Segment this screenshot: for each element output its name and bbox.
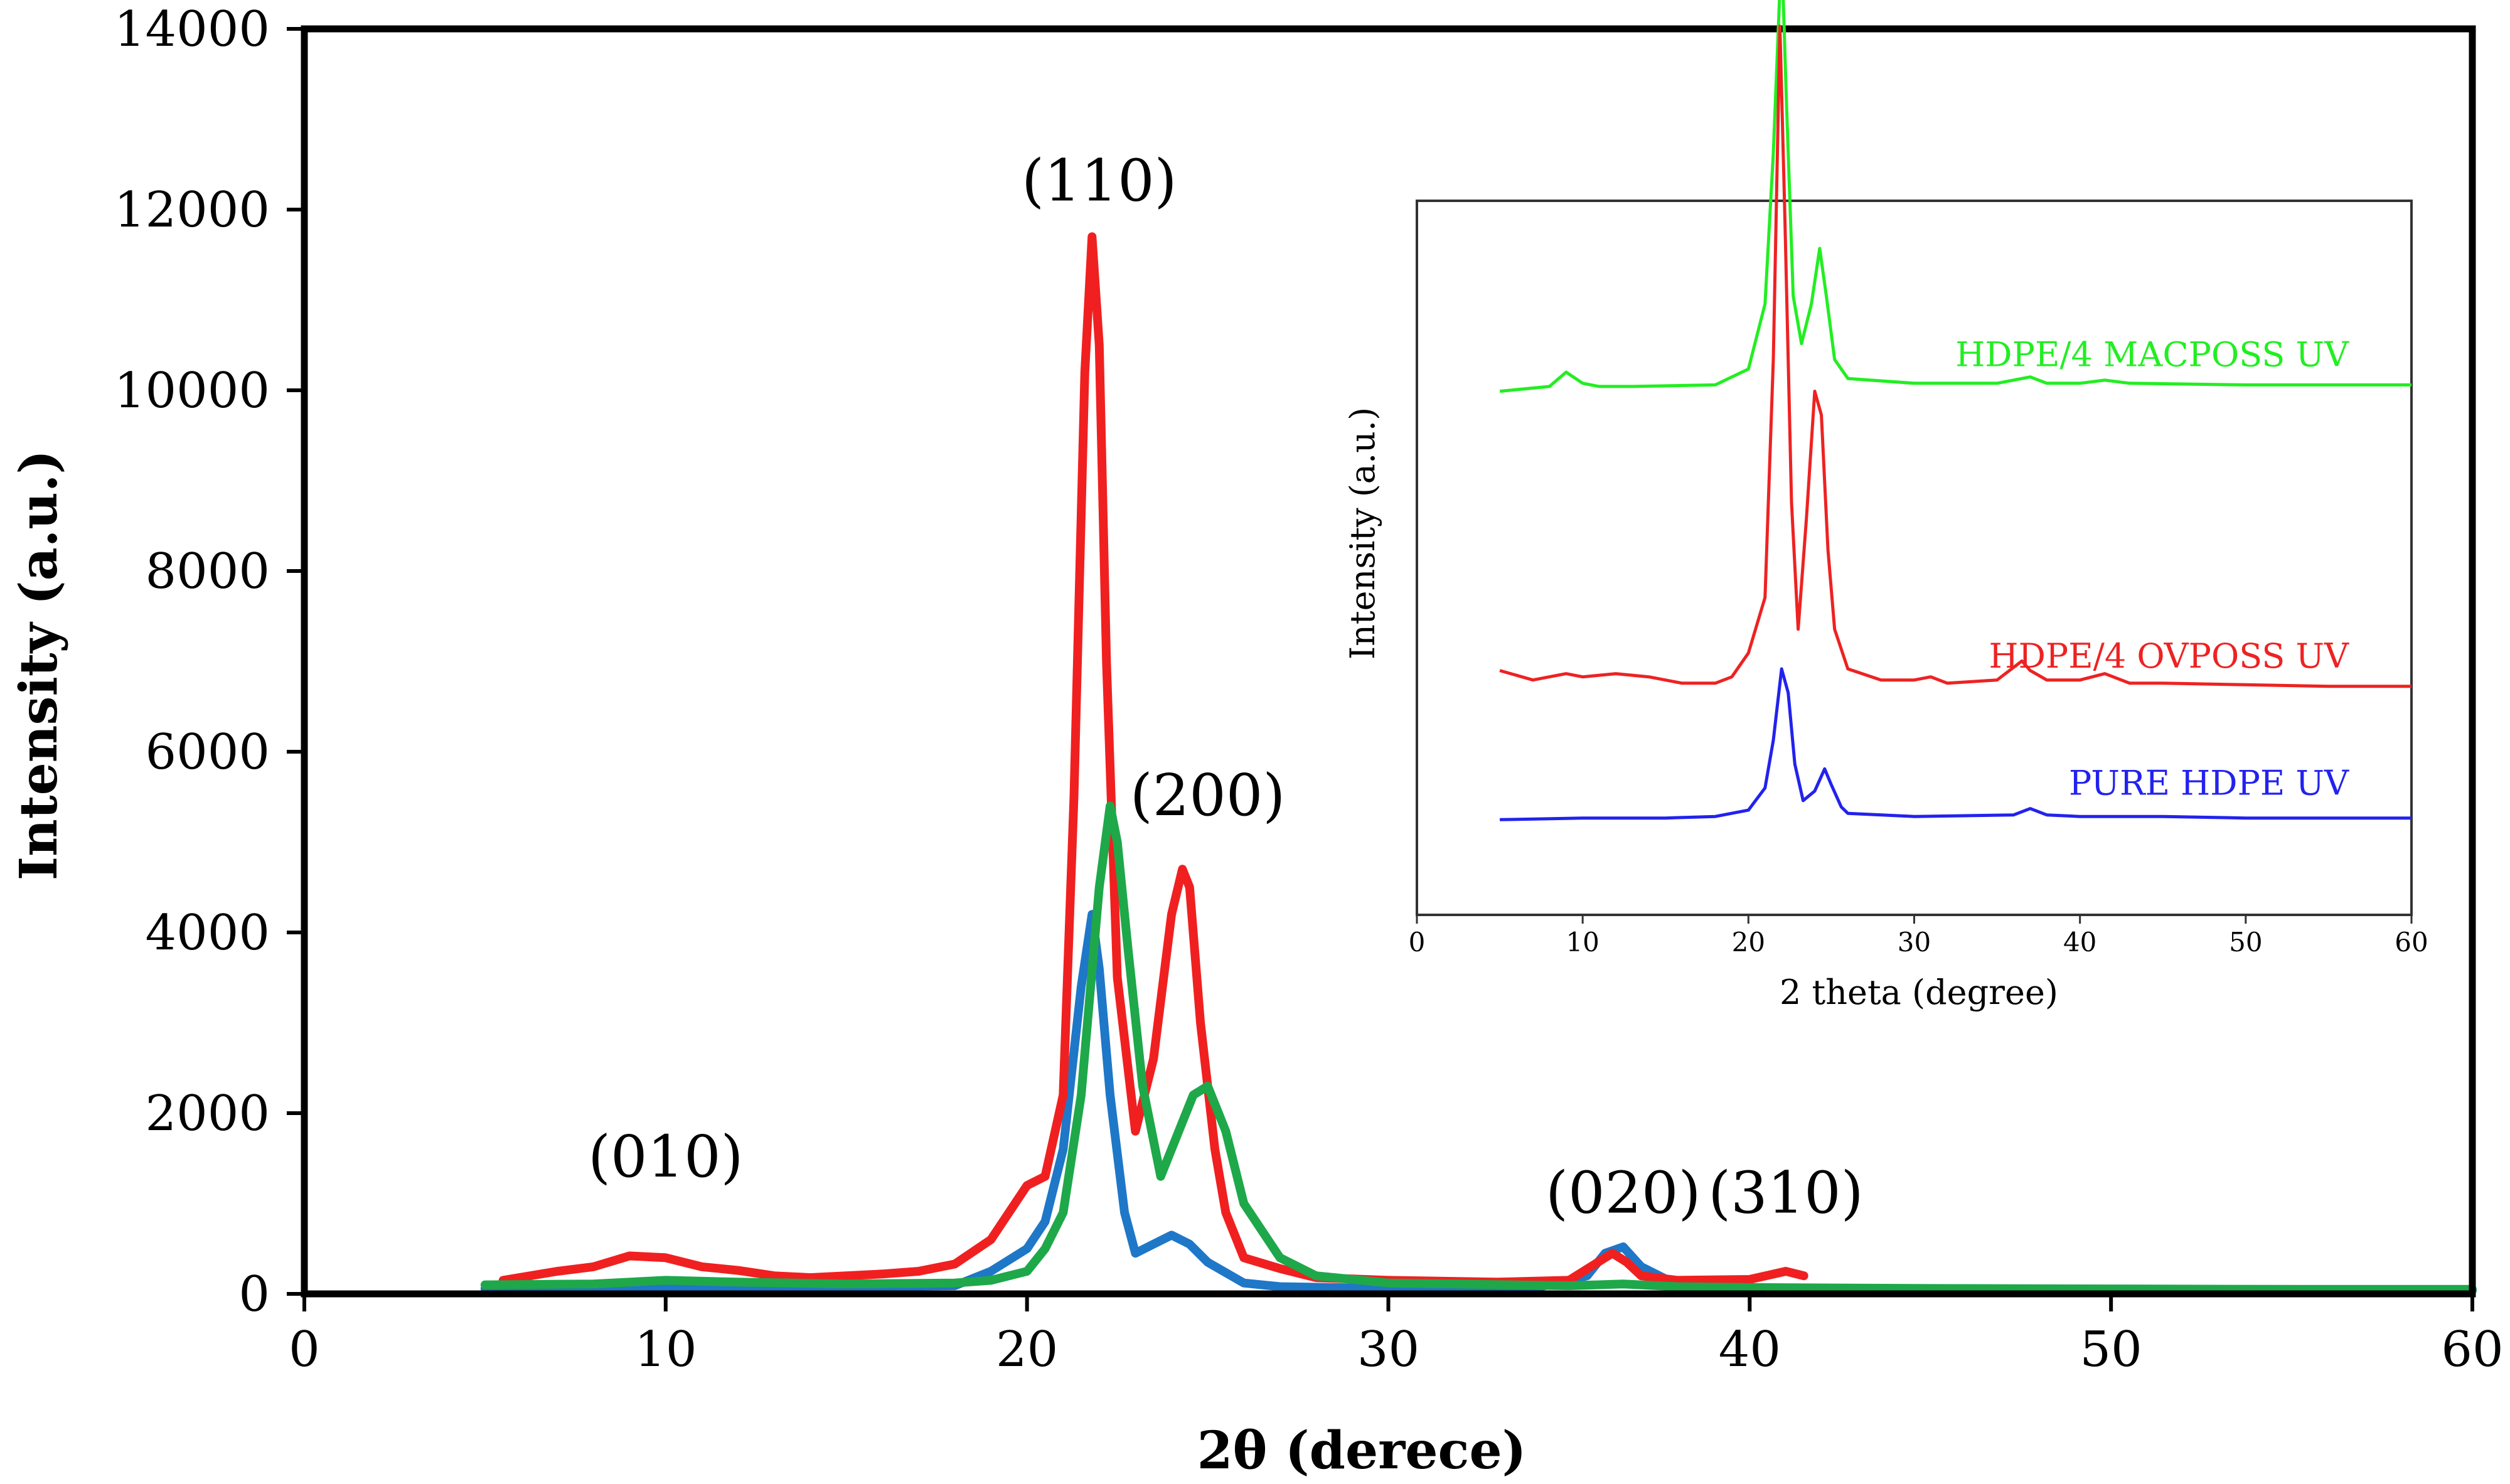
inset-label-pure-hdpe-uv: PURE HDPE UV (2069, 763, 2349, 803)
x-tick-label: 40 (1719, 1321, 1781, 1378)
inset-x-tick-label: 10 (1566, 927, 1599, 958)
inset-x-tick-label: 30 (1898, 927, 1931, 958)
inset-tick-labels: 0 10 20 30 40 50 60 (1409, 927, 2428, 958)
peak-label-020: (020) (1546, 1159, 1701, 1226)
y-tick-label: 8000 (145, 543, 270, 600)
y-tick-label: 4000 (145, 905, 270, 961)
inset-series-line-pure-hdpe-uv (1500, 667, 2411, 821)
series-line-hdpe-4-macposs-uv (480, 801, 2477, 1294)
inset-y-axis-title: Intensity (a.u.) (1343, 407, 1382, 659)
main-series-group (480, 232, 2477, 1295)
y-tick-label: 12000 (114, 182, 270, 238)
peak-label-310: (310) (1708, 1159, 1863, 1226)
peak-label-010: (010) (588, 1123, 743, 1190)
x-tick-label: 60 (2441, 1321, 2503, 1378)
inset-label-hdpe-4-macposs-uv: HDPE/4 MACPOSS UV (1955, 334, 2349, 374)
peak-label-200: (200) (1130, 762, 1285, 829)
inset-x-tick-label: 40 (2063, 927, 2096, 958)
inset-frame (1416, 200, 2413, 916)
y-tick-label: 10000 (114, 363, 270, 419)
series-line-hdpe-4-ovposs-uv (498, 232, 1808, 1287)
inset-x-tick-label: 0 (1409, 927, 1426, 958)
x-axis-title: 2θ (derece) (1197, 1421, 1527, 1481)
peak-annotations: (010) (110) (200) (020) (310) (588, 147, 1863, 1227)
inset-axis-ticks (1416, 915, 2413, 924)
series-line-pure-hdpe-uv (480, 910, 2477, 1295)
inset-x-axis-title: 2 theta (degree) (1780, 973, 2058, 1012)
inset-x-tick-label: 20 (1732, 927, 1765, 958)
y-tick-label: 14000 (114, 1, 270, 58)
inset-label-hdpe-4-ovposs-uv: HDPE/4 OVPOSS UV (1989, 636, 2349, 676)
x-tick-label: 30 (1357, 1321, 1419, 1378)
main-plot-frame (301, 25, 2476, 1298)
x-tick-label: 50 (2080, 1321, 2142, 1378)
inset-series-line-hdpe-4-ovposs-uv (1499, 24, 2411, 688)
inset-series-labels: HDPE/4 MACPOSS UV HDPE/4 OVPOSS UV PURE HD… (1955, 334, 2349, 803)
x-tick-label: 0 (289, 1321, 320, 1378)
x-tick-label: 10 (634, 1321, 697, 1378)
inset-series-line-hdpe-4-macposs-uv (1499, 0, 2411, 393)
main-tick-labels: 0 10 20 30 40 50 60 0 2000 4000 6000 8000 10000 12000… (114, 1, 2504, 1378)
inset-x-tick-label: 60 (2395, 927, 2428, 958)
inset-chart: 0 10 20 30 40 50 60 HDPE/4 MACPOSS UV HDPE/4 OV… (1343, 0, 2428, 1012)
x-tick-label: 20 (996, 1321, 1058, 1378)
inset-x-tick-label: 50 (2229, 927, 2262, 958)
peak-label-110: (110) (1022, 147, 1177, 215)
y-tick-label: 0 (238, 1266, 270, 1323)
y-tick-label: 2000 (145, 1086, 270, 1142)
inset-series-group (1499, 0, 2411, 821)
y-tick-label: 6000 (145, 724, 270, 781)
y-axis-title: Intensity (a.u.) (9, 450, 69, 880)
